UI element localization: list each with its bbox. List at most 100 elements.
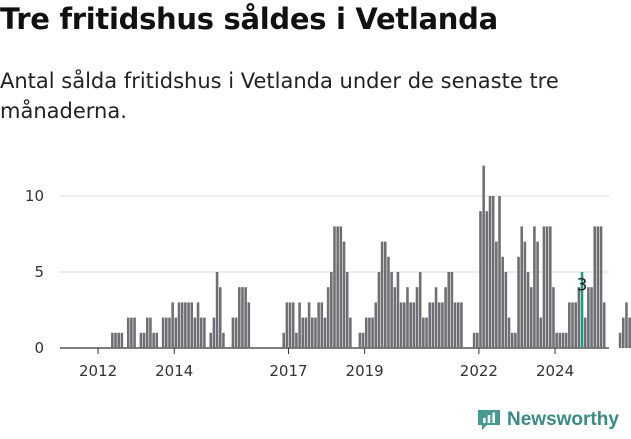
- bar: [507, 317, 511, 348]
- bar: [368, 317, 371, 348]
- bar: [510, 332, 514, 348]
- bar: [529, 287, 533, 348]
- bar: [361, 332, 365, 348]
- bar: [517, 256, 520, 348]
- bar: [549, 226, 552, 348]
- bar: [234, 317, 238, 348]
- x-tick-label: 2019: [346, 362, 384, 380]
- bar: [460, 302, 463, 348]
- highlight-value-label: 3: [577, 275, 588, 295]
- bar: [526, 272, 530, 348]
- bar: [145, 317, 149, 348]
- bar: [447, 272, 451, 348]
- bar: [120, 332, 124, 348]
- bar: [133, 317, 136, 348]
- bar: [577, 287, 581, 348]
- bar: [168, 317, 171, 348]
- newsworthy-logo[interactable]: Newsworthy: [476, 408, 619, 432]
- bar: [536, 241, 539, 348]
- bar: [387, 256, 390, 348]
- bar: [330, 272, 333, 348]
- page-subtitle: Antal sålda fritidshus i Vetlanda under …: [0, 69, 559, 123]
- bar: [476, 332, 479, 348]
- bar: [114, 332, 117, 348]
- bar: [209, 332, 213, 348]
- bar: [415, 287, 419, 348]
- bar: [618, 332, 622, 348]
- bar: [571, 302, 574, 348]
- bar: [380, 241, 384, 348]
- bar: [393, 287, 397, 348]
- bar-chart: 0 5 10 2012 2014 2017 2019 2022 2024 3: [25, 165, 631, 380]
- logo-text: Newsworthy: [507, 409, 619, 430]
- bar: [390, 272, 393, 348]
- bar: [520, 226, 524, 348]
- bar: [441, 302, 444, 348]
- bar: [590, 287, 593, 348]
- bar: [199, 317, 203, 348]
- y-tick-label: 10: [25, 187, 44, 205]
- bar: [383, 241, 387, 348]
- bar: [203, 317, 206, 348]
- bar: [504, 272, 508, 348]
- bar: [339, 226, 343, 348]
- bar: [371, 317, 374, 348]
- newsworthy-logo-icon: [478, 410, 500, 430]
- bar: [602, 302, 606, 348]
- bar: [218, 287, 222, 348]
- bar: [193, 317, 197, 348]
- x-axis: 2012 2014 2017 2019 2022 2024: [79, 348, 574, 380]
- bar: [139, 332, 143, 348]
- bar: [196, 302, 200, 348]
- bar: [425, 317, 428, 348]
- bar: [317, 302, 320, 348]
- bar: [491, 196, 495, 348]
- bar: [165, 317, 168, 348]
- bar: [358, 332, 362, 348]
- bar: [285, 302, 289, 348]
- bar: [625, 302, 628, 348]
- bar: [190, 302, 193, 348]
- bar: [552, 287, 555, 348]
- x-tick-label: 2024: [536, 362, 574, 380]
- bar: [514, 332, 517, 348]
- bar: [558, 332, 562, 348]
- bar: [345, 272, 349, 348]
- bar: [434, 287, 438, 348]
- bar: [501, 256, 504, 348]
- y-tick-label: 5: [34, 263, 44, 281]
- bar: [539, 317, 543, 348]
- bar: [495, 241, 498, 348]
- bar: [126, 317, 130, 348]
- bar: [444, 287, 447, 348]
- bar: [479, 211, 482, 348]
- bar: [396, 272, 400, 348]
- bar: [187, 302, 190, 348]
- bar: [406, 287, 409, 348]
- bar: [130, 317, 133, 348]
- bar: [431, 302, 435, 348]
- bar: [599, 226, 603, 348]
- bar: [241, 287, 244, 348]
- bar: [323, 317, 327, 348]
- bar: [152, 332, 155, 348]
- bar: [555, 332, 558, 348]
- bar: [628, 317, 631, 348]
- bar: [314, 317, 317, 348]
- bar: [298, 302, 301, 348]
- bar: [403, 302, 406, 348]
- bar: [161, 317, 165, 348]
- bar: [320, 302, 324, 348]
- bar: [568, 302, 571, 348]
- bar: [482, 165, 485, 348]
- bar: [364, 317, 368, 348]
- bar: [349, 317, 352, 348]
- x-tick-label: 2017: [269, 362, 307, 380]
- bar: [177, 302, 181, 348]
- bar: [472, 332, 476, 348]
- bar: [583, 317, 587, 348]
- bar: [307, 302, 311, 348]
- bar: [561, 332, 565, 348]
- bar: [171, 302, 174, 348]
- x-tick-label: 2022: [460, 362, 498, 380]
